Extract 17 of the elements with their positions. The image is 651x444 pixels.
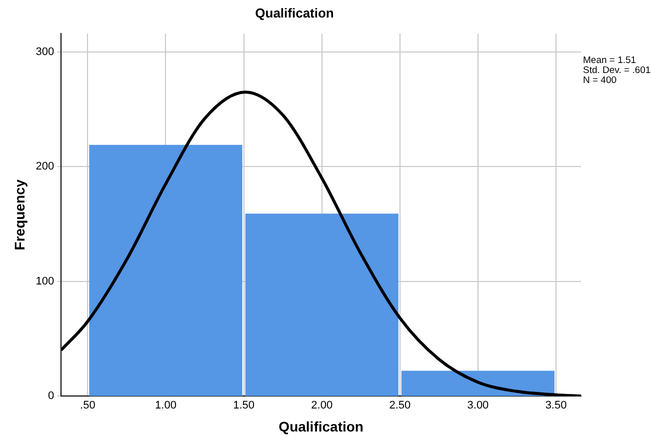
text: Std. Dev. = .601 [583,65,651,76]
x-tick-label: 1.00 [155,400,176,412]
x-tick-label: .50 [80,400,96,412]
y-axis-title: Frequency [11,179,28,250]
x-tick-label: 2.00 [311,400,333,412]
y-tick-label: 0 [48,390,54,402]
text: N = 400 [583,75,618,86]
x-tick-label: 3.00 [467,400,489,412]
text: Mean = 1.51 [583,55,638,66]
y-tick-label: 300 [36,46,54,58]
x-axis-title: Qualification [278,418,364,434]
y-tick-label: 100 [36,275,54,288]
x-tick-label: 3.50 [545,400,567,412]
y-tick-label: 200 [36,160,54,173]
x-tick-label: 1.50 [233,400,255,412]
chart-title: Qualification [255,5,334,20]
x-tick-label: 2.50 [389,400,411,412]
